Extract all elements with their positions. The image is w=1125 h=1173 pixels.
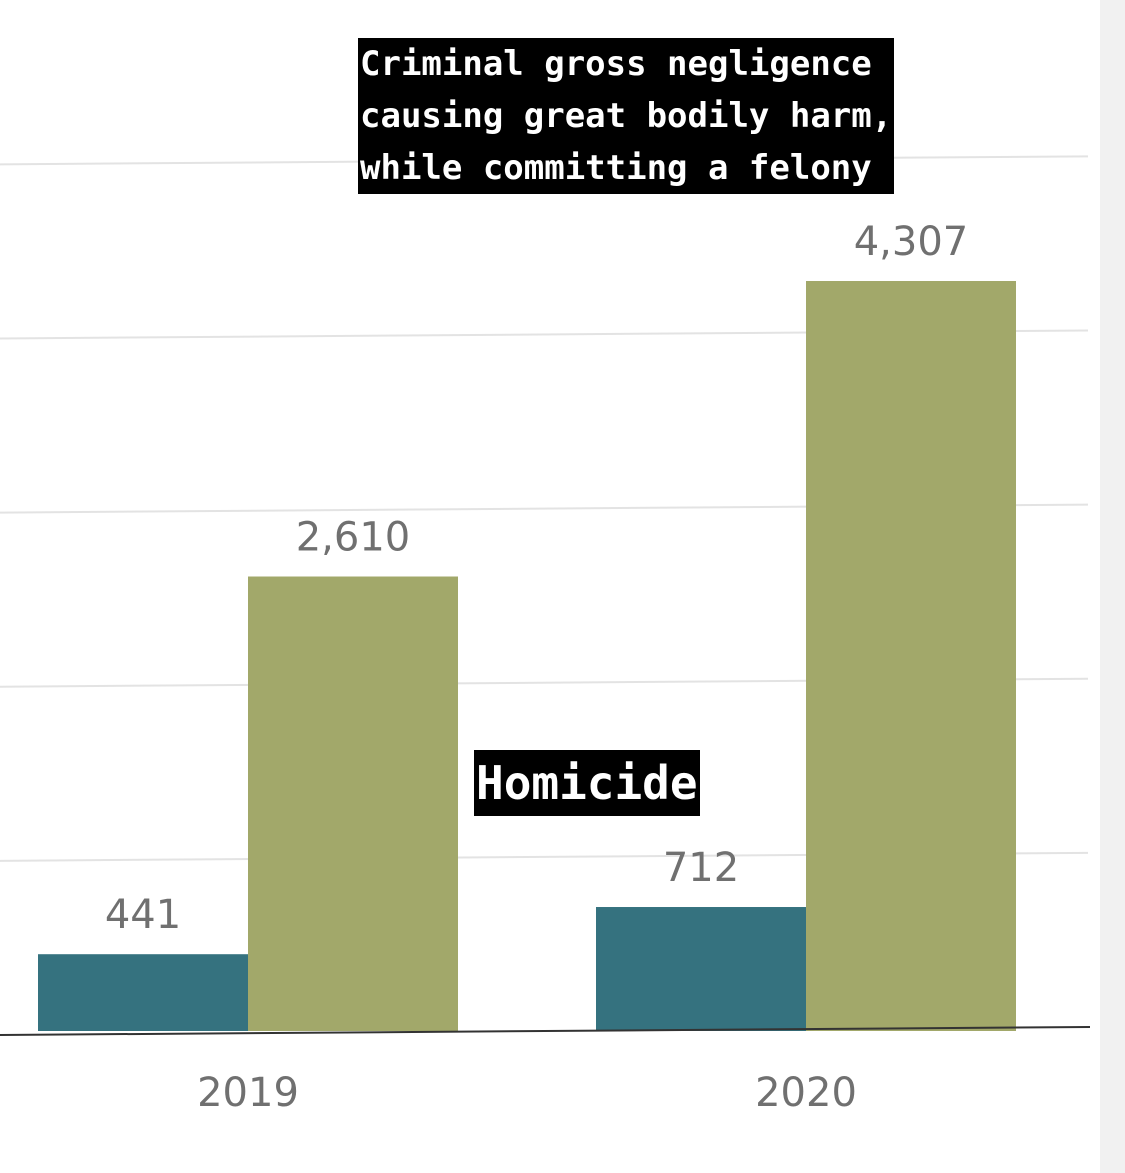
caption-top-line-1: Criminal gross negligence bbox=[358, 38, 874, 90]
value-label-2019-series-1: 441 bbox=[105, 892, 181, 938]
bars bbox=[38, 281, 1016, 1031]
x-axis-line bbox=[0, 1026, 1091, 1036]
value-labels: 441 2,610 712 4,307 bbox=[105, 219, 968, 938]
value-label-2020-series-2: 4,307 bbox=[854, 219, 969, 265]
x-tick-label-2019: 2019 bbox=[197, 1070, 299, 1116]
caption-homicide: Homicide bbox=[474, 750, 700, 816]
bar-2019-series-2 bbox=[248, 576, 458, 1031]
caption-top: Criminal gross negligence causing great b… bbox=[358, 38, 895, 194]
caption-top-line-2: causing great bodily harm, bbox=[358, 90, 895, 142]
bar-2020-series-1 bbox=[596, 907, 806, 1031]
x-tick-label-2020: 2020 bbox=[755, 1070, 857, 1116]
bar-2019-series-1 bbox=[38, 954, 248, 1031]
caption-top-line-3: while committing a felony bbox=[358, 142, 874, 194]
x-tick-labels: 2019 2020 bbox=[197, 1070, 857, 1116]
value-label-2019-series-2: 2,610 bbox=[296, 515, 411, 561]
value-label-2020-series-1: 712 bbox=[663, 845, 739, 891]
bar-chart: 441 2,610 712 4,307 2019 2020 bbox=[0, 155, 1091, 1116]
right-margin-strip bbox=[1100, 0, 1125, 1173]
bar-2020-series-2 bbox=[806, 281, 1016, 1031]
